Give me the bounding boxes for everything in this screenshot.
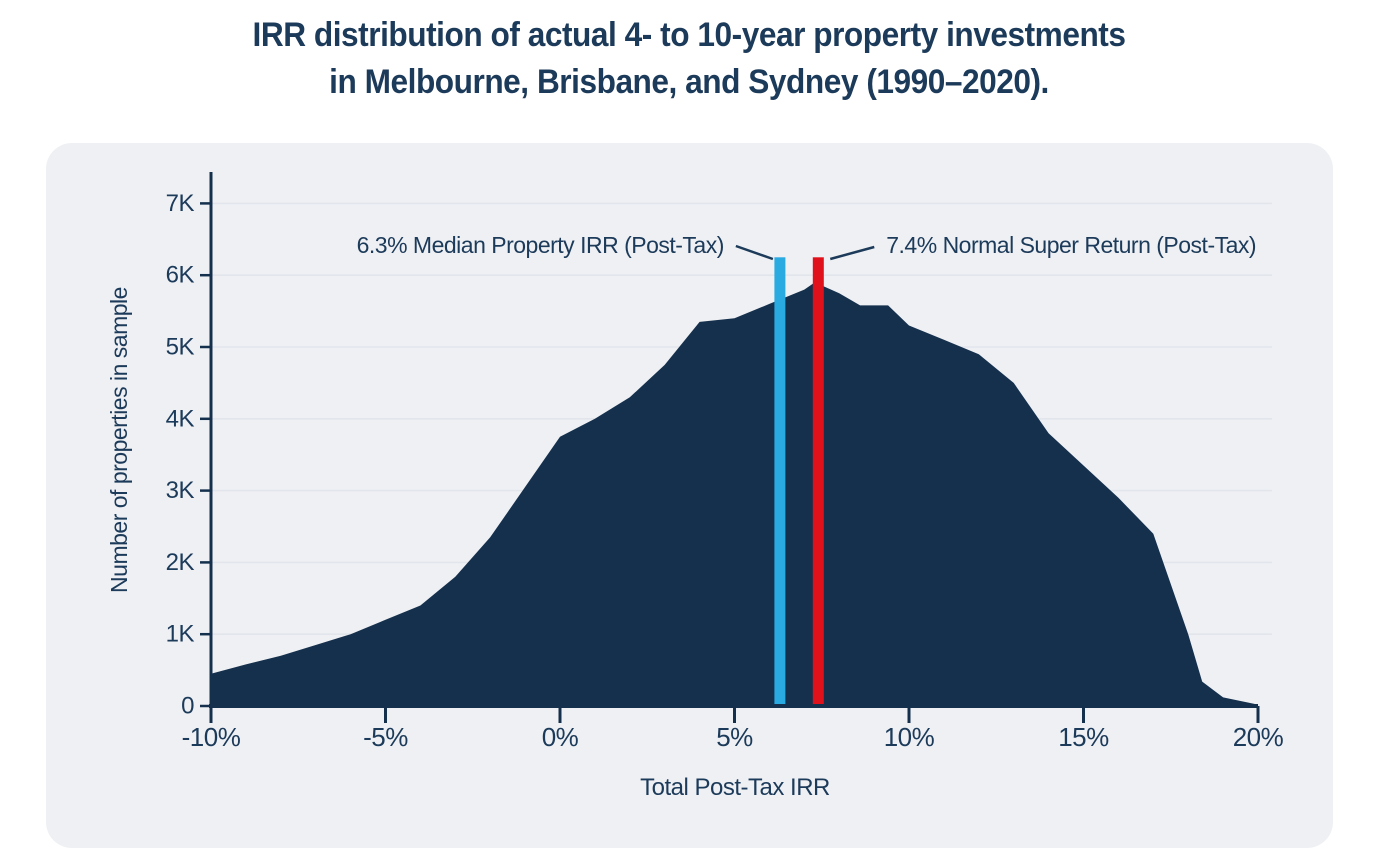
- x-tick-label: -5%: [363, 722, 408, 752]
- median-property-irr-callout-line: [735, 244, 774, 261]
- x-tick-label: 5%: [716, 722, 753, 752]
- x-tick-label: 0%: [542, 722, 579, 752]
- x-tick-label: 15%: [1058, 722, 1109, 752]
- median-property-irr-label: 6.3% Median Property IRR (Post-Tax): [357, 232, 724, 258]
- x-tick-label: -10%: [182, 722, 241, 752]
- y-tick-label: 5K: [166, 334, 195, 361]
- distribution-area: [211, 282, 1258, 706]
- y-axis-title: Number of properties in sample: [106, 287, 132, 593]
- x-tick-label: 20%: [1233, 722, 1284, 752]
- normal-super-return-bar: [812, 257, 824, 707]
- chart-title-line-2: in Melbourne, Brisbane, and Sydney (1990…: [329, 63, 1049, 101]
- normal-super-return-callout-line: [829, 245, 875, 261]
- chart-title-line-1: IRR distribution of actual 4- to 10-year…: [252, 16, 1126, 54]
- y-tick-label: 1K: [166, 621, 195, 648]
- x-tick-label: 10%: [884, 722, 935, 752]
- chart-title: IRR distribution of actual 4- to 10-year…: [0, 12, 1378, 106]
- y-tick-label: 3K: [166, 477, 195, 504]
- median-property-irr-bar: [774, 257, 786, 707]
- y-tick-label: 7K: [166, 190, 195, 217]
- y-tick-label: 0: [181, 693, 194, 720]
- y-tick-label: 4K: [166, 405, 195, 432]
- x-axis-title: Total Post-Tax IRR: [640, 774, 830, 801]
- y-tick-label: 2K: [166, 549, 195, 576]
- normal-super-return-label: 7.4% Normal Super Return (Post-Tax): [886, 232, 1256, 258]
- y-tick-label: 6K: [166, 262, 195, 289]
